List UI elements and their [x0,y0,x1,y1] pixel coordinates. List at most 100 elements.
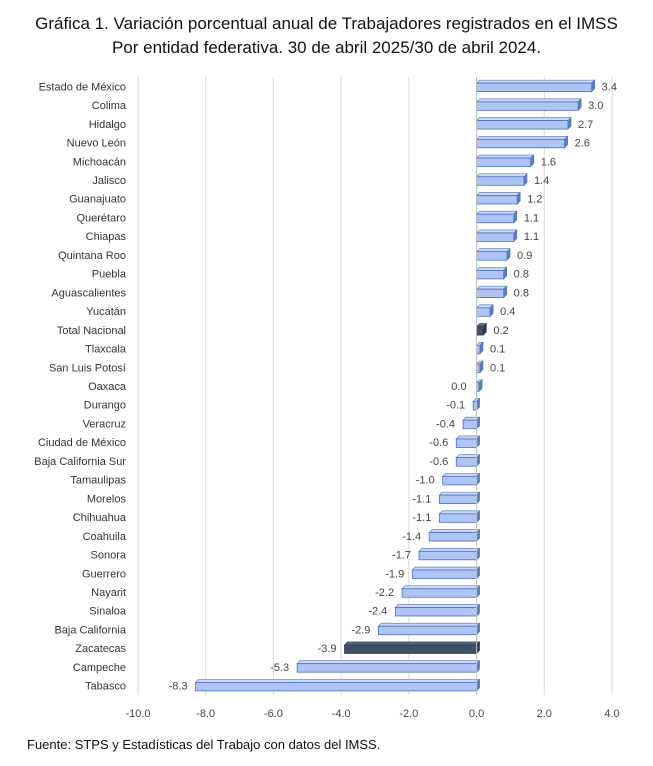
category-label: Jalisco [92,175,126,187]
category-label: Sinaloa [89,606,127,618]
value-label: 1.2 [527,194,542,206]
value-label: -8.3 [169,681,188,693]
value-label: 2.6 [575,138,590,150]
bar-top-face [343,641,481,646]
bar [476,288,505,299]
bar [476,269,505,280]
bar-top-face [475,267,508,271]
x-tick-label: 4.0 [604,708,619,720]
category-label: Aguascalientes [51,287,126,299]
value-label: 0.2 [493,325,508,337]
bar [296,663,477,673]
value-label: -1.1 [412,512,431,524]
bar [476,157,532,167]
value-label: -0.1 [446,400,465,412]
bar [476,176,525,186]
bar-top-face [401,585,481,590]
bar-top-face [428,529,481,533]
value-label: -1.7 [392,550,411,562]
chart-title-line-2: Por entidad federativa. 30 de abril 2025… [111,38,542,57]
bar [462,419,477,430]
value-label: 1.1 [524,212,539,224]
bar [476,82,593,93]
bar [476,101,579,111]
category-label: San Luis Potosí [49,362,126,374]
category-label: Chihuahua [73,512,127,524]
value-label: 1.4 [534,175,549,187]
bar [476,344,481,355]
value-label: 0.8 [514,287,529,299]
value-label: 0.0 [451,381,466,393]
bar-top-face [394,604,481,608]
value-label: 0.8 [514,269,529,281]
bar [418,550,477,561]
bar [476,213,515,224]
category-label: Guerrero [82,568,126,580]
category-label: Quintana Roo [58,250,126,262]
value-label: -1.1 [412,493,431,505]
chart-title: Gráfica 1. Variación porcentual anual de… [0,12,653,60]
bar-top-face [475,154,535,159]
x-tick-label: 0.0 [469,708,484,720]
category-label: Hidalgo [89,119,126,131]
bar-top-face [475,79,596,84]
value-label: -0.6 [429,456,448,468]
bar [438,513,477,523]
bar-top-face [438,491,481,496]
category-label: Yucatán [86,306,126,318]
value-label: -2.9 [351,624,370,636]
category-label: Michoacán [73,156,126,168]
value-label: -0.4 [436,418,455,430]
value-label: -2.2 [375,587,394,599]
value-label: 1.6 [541,156,556,168]
value-label: 0.9 [517,250,532,262]
source-footnote: Fuente: STPS y Estadísticas del Trabajo … [27,737,381,752]
category-label: Nayarit [91,587,126,599]
x-tick-label: -10.0 [125,708,150,720]
category-label: Tlaxcala [85,344,127,356]
category-label: Campeche [73,662,126,674]
x-tick-labels: -10.0 -8.0 -6.0 -4.0 -2.0 0.0 2.0 4.0 [125,708,619,720]
bar [476,251,508,261]
bar [476,363,481,373]
x-tick-label: -2.0 [399,708,418,720]
value-label: 0.4 [500,306,515,318]
bar [195,681,477,692]
category-label: Total Nacional [57,325,126,337]
bar-top-face [475,135,569,140]
bar [344,644,477,654]
value-label: 1.1 [524,231,539,243]
value-label: -0.6 [429,437,448,449]
value-labels: 3.4 3.0 2.7 2.6 1.6 1.4 1.2 1.1 1.1 0.9 0.8 0.8 0.4 0… [169,81,617,692]
bar [476,120,569,130]
bar-top-face [296,660,481,664]
bar [476,326,484,336]
bar [455,438,477,448]
category-label: Colima [92,100,127,112]
category-label: Veracruz [83,418,126,430]
value-label: -3.9 [318,643,337,655]
bar [472,401,477,411]
bar-top-face [475,173,528,178]
category-label: Querétaro [76,212,126,224]
bar [428,532,477,542]
x-tick-label: 2.0 [537,708,552,720]
category-label: Sonora [91,550,127,562]
category-label: Baja California Sur [34,456,126,468]
value-label: -1.9 [385,568,404,580]
value-label: -5.3 [270,662,289,674]
category-label: Tamaulipas [70,475,126,487]
category-label: Baja California [54,624,126,636]
value-label: 0.1 [490,362,505,374]
category-label: Zacatecas [75,643,126,655]
value-label: -2.4 [368,606,387,618]
value-label: 3.4 [602,81,617,93]
bar-top-face [475,98,582,103]
category-label: Tabasco [85,681,126,693]
x-tick-label: -8.0 [196,708,215,720]
bar-top-face [475,248,511,252]
bar-top-face [418,547,481,552]
category-label: Morelos [87,493,127,505]
bar [401,588,477,598]
